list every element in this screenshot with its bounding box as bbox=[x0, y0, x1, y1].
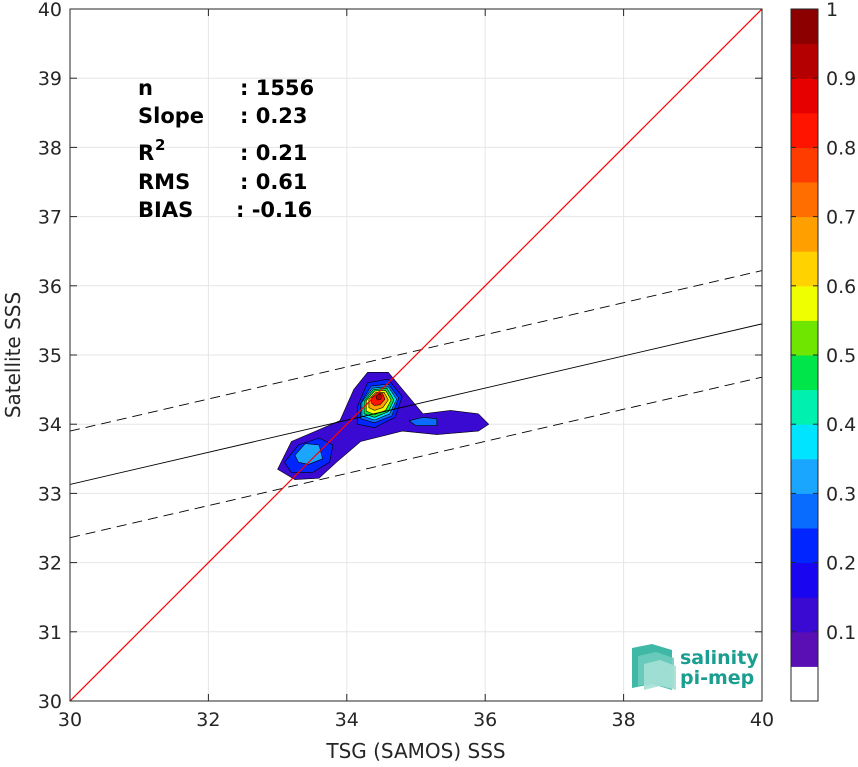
colorbar-swatch-12 bbox=[791, 251, 818, 287]
stat-value-slope: : 0.23 bbox=[240, 104, 308, 128]
colorbar-tick-label: 0.3 bbox=[826, 483, 856, 505]
y-tick-label: 39 bbox=[38, 68, 62, 90]
upper-bound-line bbox=[70, 270, 762, 432]
x-tick-label: 34 bbox=[335, 709, 359, 731]
colorbar-swatch-2 bbox=[791, 597, 818, 633]
stat-label-rms: RMS bbox=[138, 170, 190, 194]
colorbar-swatch-3 bbox=[791, 562, 818, 598]
lower-bound-line bbox=[70, 376, 762, 539]
x-axis-label: TSG (SAMOS) SSS bbox=[325, 739, 505, 763]
colorbar-swatch-15 bbox=[791, 147, 818, 183]
colorbar-tick-label: 0.7 bbox=[826, 207, 856, 229]
density-level-3 bbox=[408, 416, 438, 426]
stat-label-bias: BIAS bbox=[138, 198, 193, 222]
stat-label-slope: Slope bbox=[138, 104, 204, 128]
colorbar-swatch-11 bbox=[791, 285, 818, 321]
colorbar-swatch-10 bbox=[791, 320, 818, 356]
y-tick-label: 36 bbox=[38, 276, 62, 298]
x-tick-label: 30 bbox=[58, 709, 82, 731]
colorbar bbox=[790, 8, 819, 702]
y-tick-label: 31 bbox=[38, 622, 62, 644]
logo-text-salinity: salinity bbox=[680, 647, 759, 669]
x-tick-label: 32 bbox=[196, 709, 220, 731]
density-level-11 bbox=[375, 393, 383, 401]
stats-box: n : 1556 Slope : 0.23 R 2 : 0.21 RMS : 0… bbox=[138, 76, 314, 222]
colorbar-swatch-17 bbox=[791, 78, 818, 114]
regression-line bbox=[70, 323, 762, 485]
x-tick-label: 36 bbox=[473, 709, 497, 731]
stat-label-n: n bbox=[138, 76, 153, 100]
x-tick-label: 40 bbox=[750, 709, 774, 731]
stat-label-r2-superscript: 2 bbox=[155, 136, 165, 154]
density-contours bbox=[277, 371, 490, 480]
colorbar-swatch-6 bbox=[791, 458, 818, 494]
y-axis-label: Satellite SSS bbox=[1, 292, 25, 418]
wave-logo-icon bbox=[632, 644, 676, 690]
colorbar-swatch-18 bbox=[791, 43, 818, 79]
colorbar-tick-label: 0.9 bbox=[826, 68, 856, 90]
stat-value-rms: : 0.61 bbox=[240, 170, 308, 194]
colorbar-ticks: 0.1 0.2 0.3 0.4 0.5 0.6 0.7 0.8 0.9 1 bbox=[791, 0, 856, 644]
colorbar-tick-label: 0.1 bbox=[826, 622, 856, 644]
y-tick-label: 32 bbox=[38, 553, 62, 575]
y-tick-label: 33 bbox=[38, 483, 62, 505]
stat-label-r2: R bbox=[138, 141, 154, 165]
reference-lines bbox=[70, 9, 762, 701]
colorbar-swatch-4 bbox=[791, 528, 818, 564]
y-tick-label: 40 bbox=[38, 0, 62, 21]
colorbar-tick-label: 0.6 bbox=[826, 276, 856, 298]
colorbar-tick-label: 1 bbox=[826, 0, 838, 21]
stat-value-bias: : -0.16 bbox=[236, 198, 312, 222]
logo-text-pi-mep: pi-mep bbox=[680, 667, 754, 689]
y-tick-label: 35 bbox=[38, 345, 62, 367]
colorbar-tick-label: 0.8 bbox=[826, 137, 856, 159]
colorbar-swatch-1 bbox=[791, 631, 818, 667]
y-tick-label: 38 bbox=[38, 137, 62, 159]
salinity-pi-mep-logo: salinity pi-mep bbox=[632, 644, 759, 690]
colorbar-swatch-0 bbox=[791, 666, 818, 702]
colorbar-tick-label: 0.5 bbox=[826, 345, 856, 367]
axis-ticks: 30 32 34 36 38 40 30 31 32 33 34 35 36 37 38 39 40 bbox=[38, 0, 774, 731]
colorbar-swatch-9 bbox=[791, 355, 818, 391]
colorbar-swatch-7 bbox=[791, 424, 818, 460]
colorbar-tick-label: 0.2 bbox=[826, 553, 856, 575]
density-level-4 bbox=[294, 443, 323, 465]
x-tick-label: 38 bbox=[612, 709, 636, 731]
y-tick-label: 34 bbox=[38, 414, 62, 436]
colorbar-tick-label: 0.4 bbox=[826, 414, 856, 436]
stat-value-r2: : 0.21 bbox=[240, 141, 308, 165]
y-tick-label: 30 bbox=[38, 691, 62, 713]
colorbar-swatch-16 bbox=[791, 112, 818, 148]
colorbar-swatch-14 bbox=[791, 182, 818, 218]
identity-line bbox=[70, 9, 762, 701]
stat-value-n: : 1556 bbox=[240, 76, 314, 100]
y-tick-label: 37 bbox=[38, 207, 62, 229]
colorbar-swatch-13 bbox=[791, 216, 818, 252]
colorbar-swatch-8 bbox=[791, 389, 818, 425]
colorbar-swatch-5 bbox=[791, 493, 818, 529]
grid bbox=[70, 9, 762, 701]
colorbar-swatch-19 bbox=[791, 9, 818, 45]
